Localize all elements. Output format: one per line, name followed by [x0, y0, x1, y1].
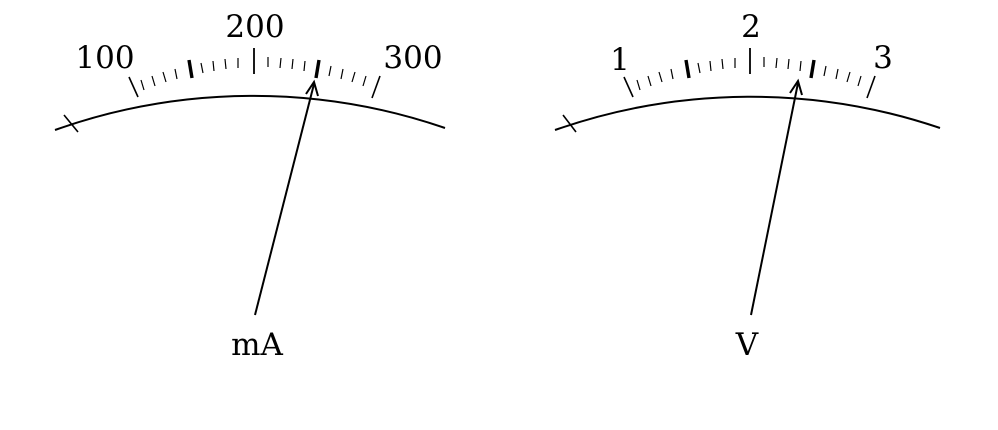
v-scale-label-2: 2: [741, 9, 761, 45]
v-scale-arc: [554, 95, 941, 131]
ma-scale-arc: [54, 94, 446, 131]
v-unit-label: V: [735, 327, 759, 363]
ma-scale-label-200: 200: [225, 9, 284, 45]
milliammeter: 100 200 300 mA: [54, 9, 446, 363]
voltmeter: 1 2 3 V: [554, 9, 941, 363]
v-needle: [750, 78, 803, 316]
ma-scale-label-300: 300: [383, 40, 442, 76]
v-scale-label-3: 3: [873, 40, 893, 76]
ma-tick-marks: [63, 48, 381, 133]
ma-unit-label: mA: [231, 327, 283, 363]
ma-scale-label-100: 100: [75, 40, 134, 76]
v-scale-label-1: 1: [610, 42, 630, 78]
ma-needle: [254, 79, 319, 316]
v-tick-marks: [562, 48, 876, 133]
